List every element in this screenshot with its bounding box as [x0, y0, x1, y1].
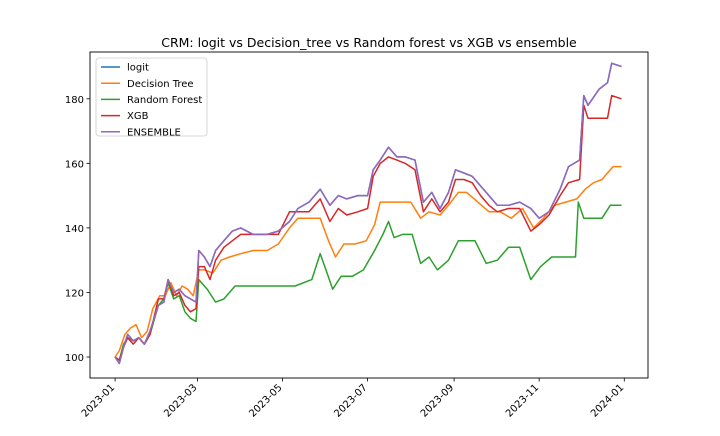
legend-label: XGB — [127, 111, 149, 122]
y-tick-label: 100 — [65, 353, 84, 364]
series-line-xgb — [114, 94, 622, 361]
series-line-ensemble — [114, 62, 622, 365]
legend-box — [95, 57, 208, 137]
legend: logit Decision Tree Random Forest XGB ENSEMB… — [95, 57, 208, 138]
y-tick-label: 180 — [65, 95, 84, 106]
axes-frame — [89, 51, 649, 379]
chart-title: CRM: logit vs Decision_tree vs Random fo… — [161, 35, 577, 50]
legend-label: ENSEMBLE — [127, 127, 181, 138]
y-tick-label: 160 — [65, 159, 84, 170]
y-tick-label: 120 — [65, 288, 84, 299]
legend-label: logit — [127, 63, 149, 74]
legend-label: Random Forest — [127, 95, 202, 106]
legend-label: Decision Tree — [127, 79, 194, 90]
plot-area — [114, 62, 622, 365]
y-tick-label: 140 — [65, 224, 84, 235]
